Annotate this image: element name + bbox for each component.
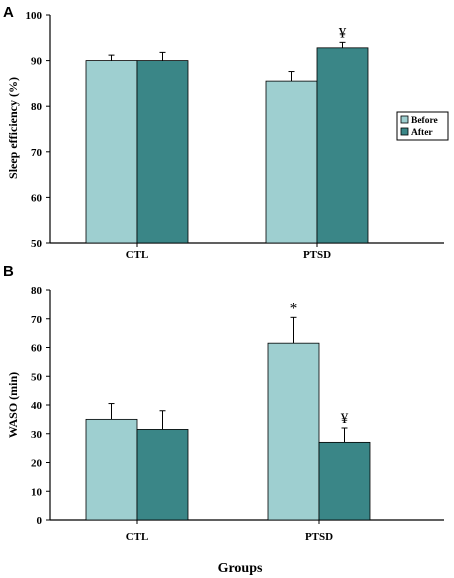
- bar-before-ctl: [85, 60, 138, 244]
- significance-marker: ¥: [339, 25, 347, 41]
- y-tick-label: 80: [31, 101, 43, 113]
- panel-a-y-axis-label: Sleep efficiency (%): [6, 77, 20, 179]
- y-tick-label: 80: [31, 285, 43, 297]
- panel-b-y-axis-label: WASO (min): [6, 372, 20, 438]
- y-tick-label: 40: [31, 400, 43, 412]
- panel-a-y-ticks: 50 60 70 80 90 100: [26, 10, 50, 250]
- legend: Before After: [396, 111, 449, 141]
- y-tick-label: 30: [31, 429, 43, 441]
- y-tick-label: 50: [31, 371, 43, 383]
- y-tick-label: 20: [31, 458, 43, 470]
- category-label: CTL: [126, 531, 149, 543]
- significance-marker: *: [290, 300, 298, 316]
- bar-before-ctl: [85, 418, 138, 521]
- bar-before-ptsd: [265, 80, 318, 244]
- y-tick-label: 60: [31, 343, 43, 355]
- bar-after-ctl: [136, 60, 189, 244]
- bar-before-ptsd: [267, 342, 320, 521]
- bar-after-ptsd: [318, 441, 371, 521]
- legend-label-after: After: [411, 128, 433, 138]
- y-tick-label: 10: [31, 486, 43, 498]
- panel-b-letter: B: [3, 263, 14, 280]
- bar-after-ctl: [136, 429, 189, 521]
- category-label: CTL: [126, 249, 149, 261]
- y-tick-label: 70: [31, 314, 43, 326]
- panel-b-y-ticks: 0 10 20 30 40 50 60 70 80: [31, 285, 50, 527]
- y-tick-label: 50: [31, 238, 43, 250]
- legend-label-before: Before: [411, 116, 438, 126]
- y-tick-label: 100: [26, 10, 43, 22]
- panel-a: A Sleep efficiency (%) 50 60 70 80 90 100 ¥ C…: [3, 4, 449, 261]
- y-tick-label: 90: [31, 56, 43, 68]
- panel-a-category-labels: CTL PTSD: [126, 243, 331, 261]
- panel-a-annotations: ¥: [339, 25, 347, 41]
- significance-marker: ¥: [341, 411, 349, 427]
- category-label: PTSD: [303, 249, 331, 261]
- panel-a-bars: [85, 47, 369, 244]
- y-tick-label: 70: [31, 147, 43, 159]
- legend-swatch-after: [400, 127, 409, 136]
- y-tick-label: 60: [31, 192, 43, 204]
- panel-b-annotations: *¥: [290, 300, 349, 427]
- bar-after-ptsd: [316, 47, 369, 244]
- panel-b-x-axis-label: Groups: [218, 561, 263, 576]
- category-label: PTSD: [305, 531, 333, 543]
- panel-b-category-labels: CTL PTSD: [126, 520, 333, 543]
- panel-a-letter: A: [3, 4, 14, 21]
- panel-b-bars: [85, 342, 371, 521]
- legend-swatch-before: [400, 115, 409, 124]
- y-tick-label: 0: [37, 515, 43, 527]
- panel-a-error-bars: [108, 41, 346, 82]
- panel-b-error-bars: [108, 316, 348, 443]
